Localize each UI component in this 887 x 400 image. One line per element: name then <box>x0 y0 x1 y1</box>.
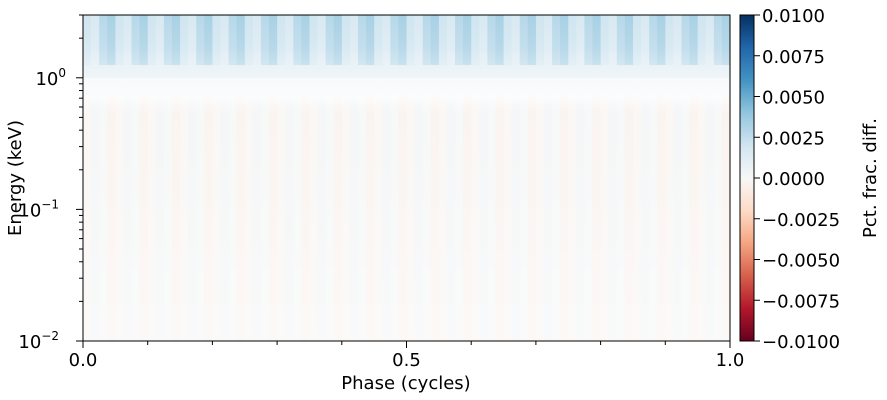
x-axis: 0.0 0.5 1.0 <box>69 341 745 371</box>
colorbar-tick-label: 0.0025 <box>762 128 825 149</box>
y-axis-label: Energy (keV) <box>5 120 26 236</box>
colorbar <box>739 14 755 342</box>
colorbar-label: Pct. frac. diff. <box>860 118 881 238</box>
colorbar-tick-label: 0.0000 <box>762 169 825 190</box>
x-tick-label: 1.0 <box>716 350 745 371</box>
x-tick-label: 0.0 <box>69 350 98 371</box>
heatmap-fade-overlay <box>83 15 730 341</box>
colorbar-tick-label: 0.0100 <box>762 6 825 27</box>
colorbar-tick-label: −0.0050 <box>762 251 840 272</box>
y-tick-label: 10−2 <box>18 329 59 353</box>
colorbar-tick-label: −0.0075 <box>762 291 840 312</box>
colorbar-tick-label: −0.0100 <box>762 332 840 353</box>
x-axis-label: Phase (cycles) <box>341 373 470 394</box>
colorbar-ticks: 0.0100 0.0075 0.0050 0.0025 0.0000 −0.0025 −0.… <box>754 6 840 353</box>
colorbar-tick-label: −0.0025 <box>762 210 840 231</box>
x-tick-label: 0.5 <box>392 350 421 371</box>
colorbar-tick-label: 0.0075 <box>762 47 825 68</box>
colorbar-tick-label: 0.0050 <box>762 88 825 109</box>
y-tick-label: 100 <box>35 66 66 90</box>
